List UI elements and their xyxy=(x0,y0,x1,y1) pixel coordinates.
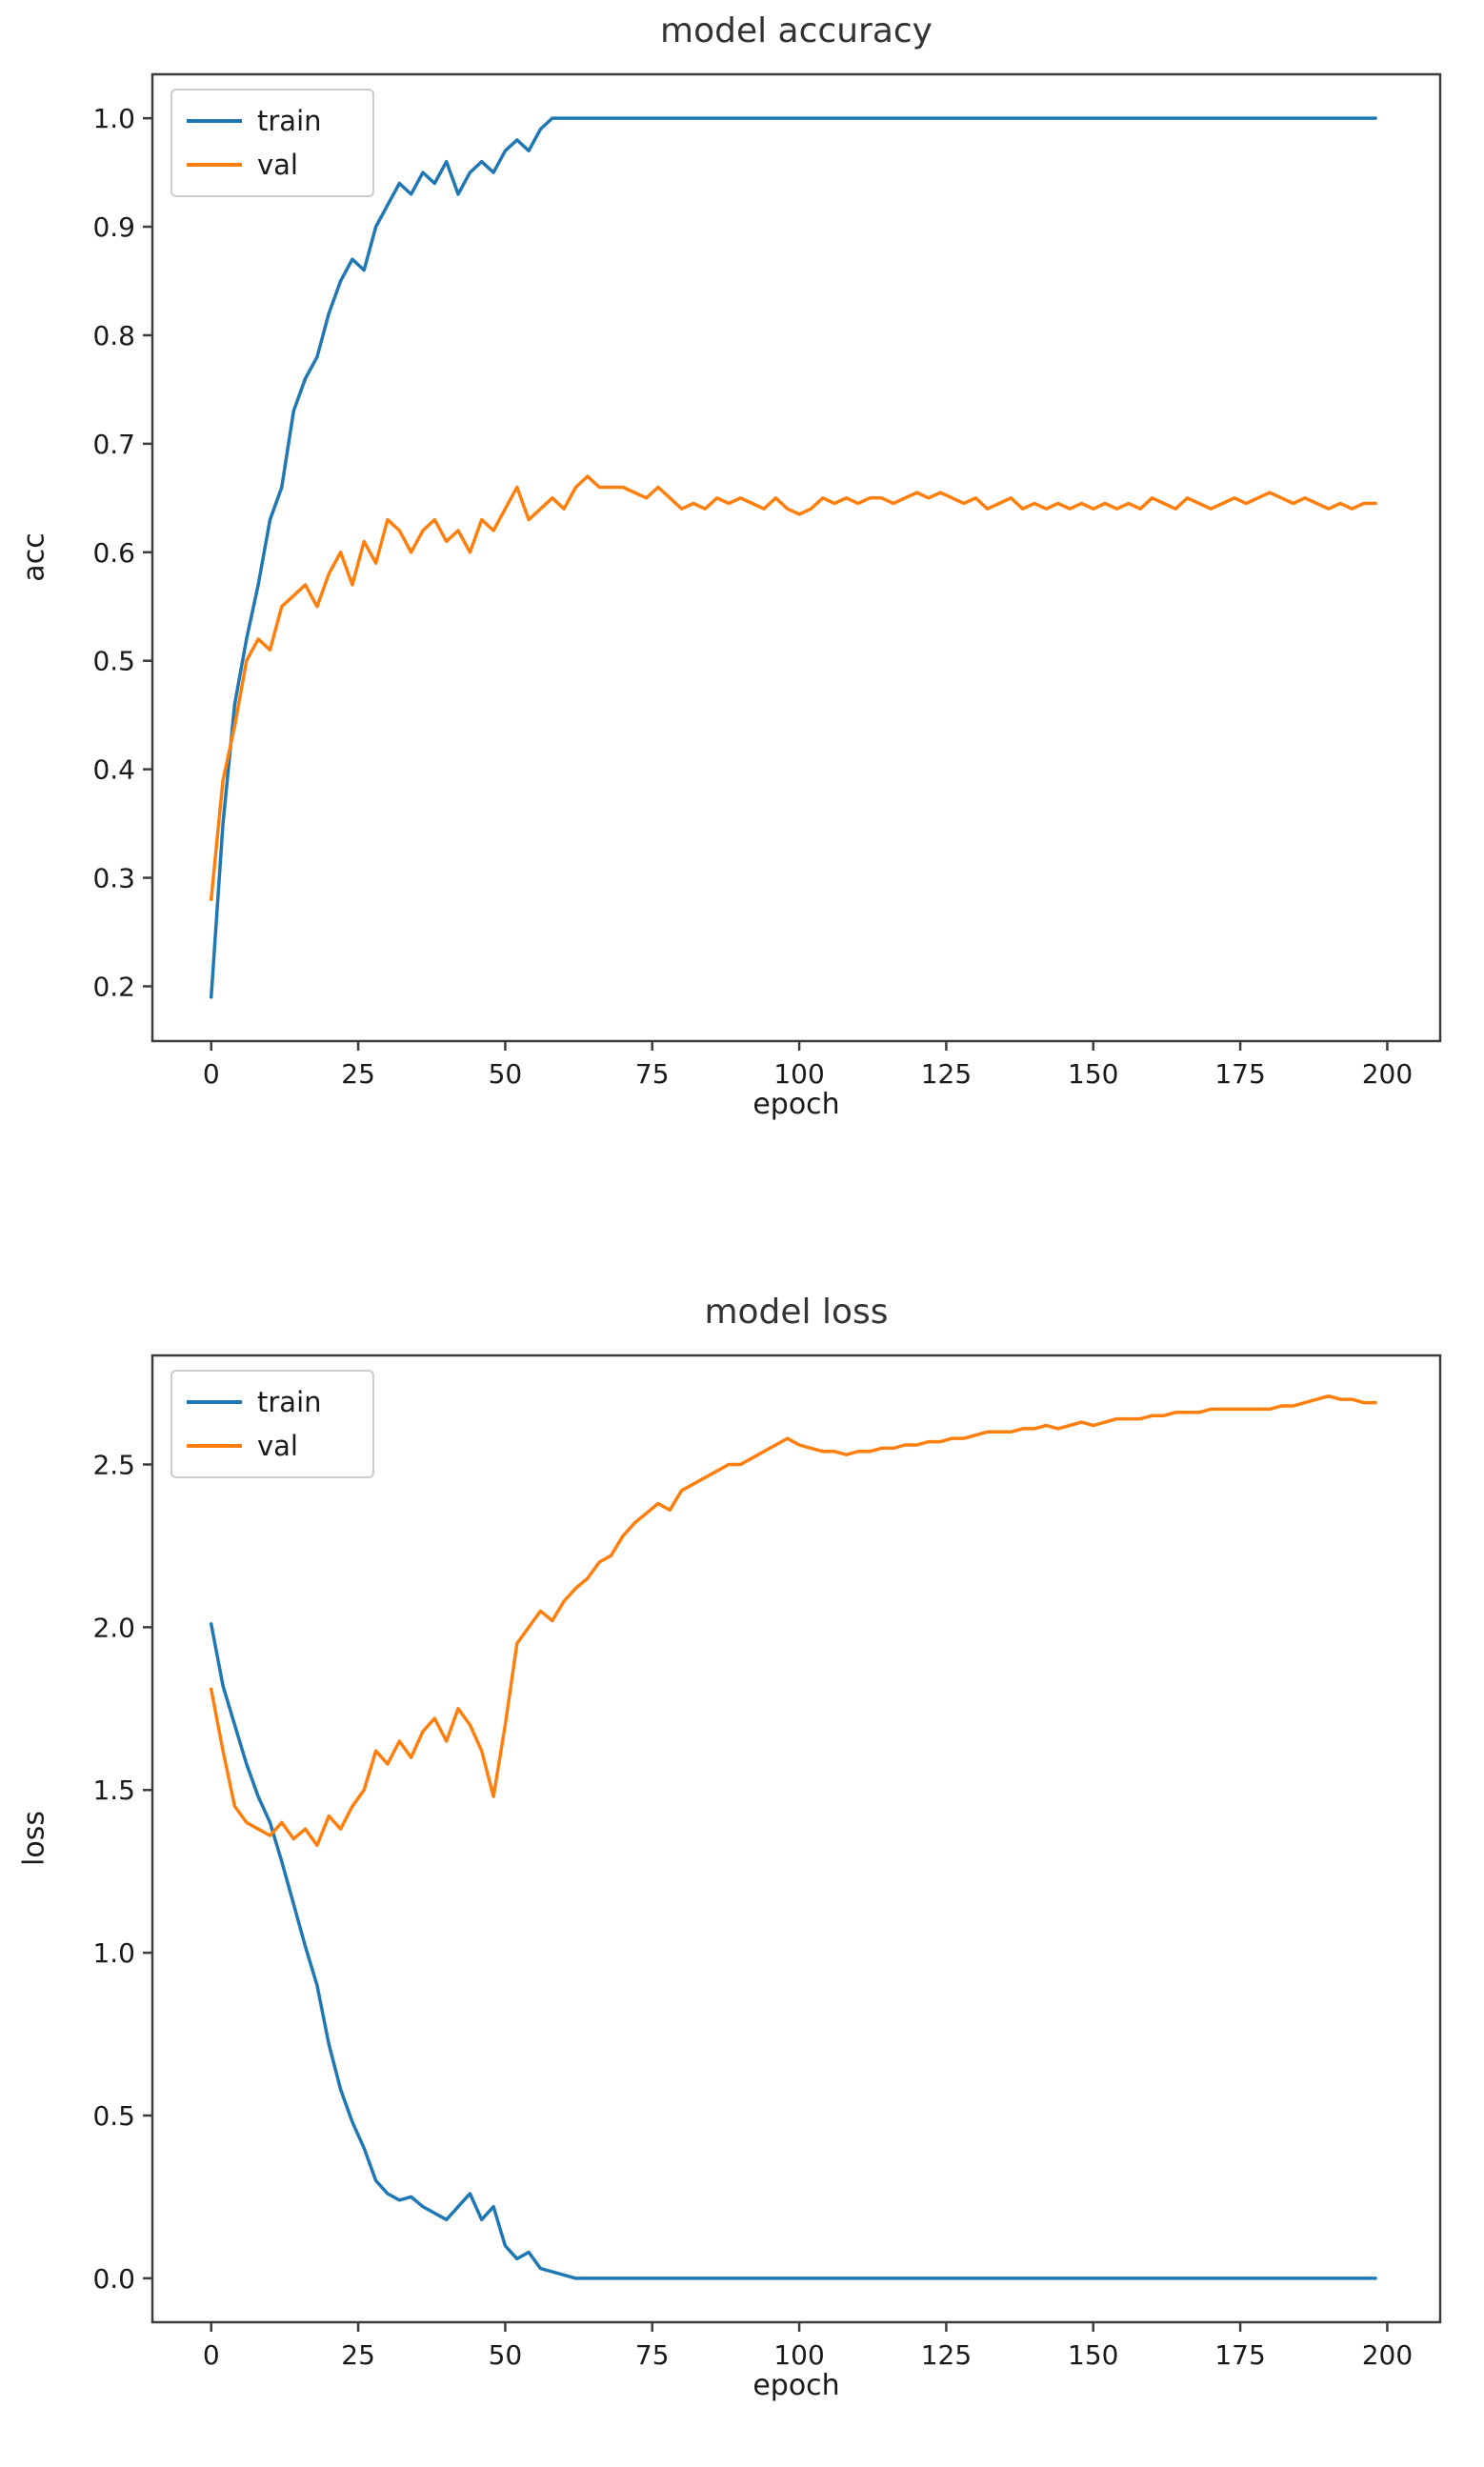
x-tick-label: 125 xyxy=(921,1058,972,1090)
x-tick-label: 75 xyxy=(635,2339,670,2371)
legend-train-label: train xyxy=(257,105,322,137)
y-tick-label: 0.6 xyxy=(92,537,135,569)
x-tick-label: 50 xyxy=(489,2339,523,2371)
y-tick-label: 1.0 xyxy=(92,1937,135,1969)
x-tick-label: 50 xyxy=(489,1058,523,1090)
x-tick-label: 150 xyxy=(1068,2339,1118,2371)
x-tick-label: 25 xyxy=(341,2339,375,2371)
x-tick-label: 150 xyxy=(1068,1058,1118,1090)
legend-val-label: val xyxy=(257,1430,298,1462)
x-tick-label: 100 xyxy=(773,1058,824,1090)
x-tick-label: 175 xyxy=(1214,1058,1265,1090)
val-line xyxy=(209,474,1377,902)
accuracy-chart-canvas: 0 25 50 75 100 125 150 175 200 0.2 0.3 0.4 0.5 0.6 0.7… xyxy=(92,72,1442,1090)
train-line xyxy=(209,1622,1377,2280)
loss-chart-canvas: 0 25 50 75 100 125 150 175 200 0.0 0.5 1.0 1.5 2.0 2.5… xyxy=(92,1354,1442,2371)
y-tick-label: 0.5 xyxy=(92,646,135,677)
y-tick-label: 1.0 xyxy=(92,103,135,134)
loss-x-axis-label: epoch xyxy=(752,2369,840,2402)
x-tick-label: 25 xyxy=(341,1058,375,1090)
x-tick-label: 200 xyxy=(1362,2339,1413,2371)
legend-box xyxy=(170,1370,374,1478)
y-tick-label: 2.5 xyxy=(92,1449,135,1480)
val-line xyxy=(209,1394,1377,1848)
y-tick-label: 2.0 xyxy=(92,1612,135,1643)
y-tick-label: 0.5 xyxy=(92,2100,135,2132)
legend-val-label: val xyxy=(257,149,298,181)
y-tick-label: 0.8 xyxy=(92,320,135,351)
x-tick-label: 175 xyxy=(1214,2339,1265,2371)
y-tick-label: 0.4 xyxy=(92,754,135,786)
y-tick-label: 1.5 xyxy=(92,1775,135,1806)
y-tick-label: 0.7 xyxy=(92,429,135,460)
accuracy-figure: model accuracy acc 0 25 50 75 100 125 150 175 20… xyxy=(0,0,1484,1186)
x-tick-label: 125 xyxy=(921,2339,972,2371)
y-tick-label: 0.2 xyxy=(92,971,135,1002)
accuracy-x-axis-label: epoch xyxy=(752,1088,840,1121)
accuracy-chart-title: model accuracy xyxy=(660,11,933,50)
x-tick-label: 0 xyxy=(203,2339,220,2371)
y-tick-label: 0.9 xyxy=(92,211,135,243)
train-line xyxy=(209,116,1377,999)
loss-figure: model loss loss 0 25 50 75 100 125 150 175 200 0.… xyxy=(0,1281,1484,2467)
x-tick-label: 0 xyxy=(203,1058,220,1090)
y-tick-label: 0.0 xyxy=(92,2263,135,2295)
x-tick-label: 75 xyxy=(635,1058,670,1090)
legend-train-label: train xyxy=(257,1386,322,1418)
legend-box xyxy=(170,89,374,197)
y-tick-label: 0.3 xyxy=(92,863,135,894)
loss-chart-title: model loss xyxy=(704,1293,889,1332)
x-tick-label: 100 xyxy=(773,2339,824,2371)
x-tick-label: 200 xyxy=(1362,1058,1413,1090)
